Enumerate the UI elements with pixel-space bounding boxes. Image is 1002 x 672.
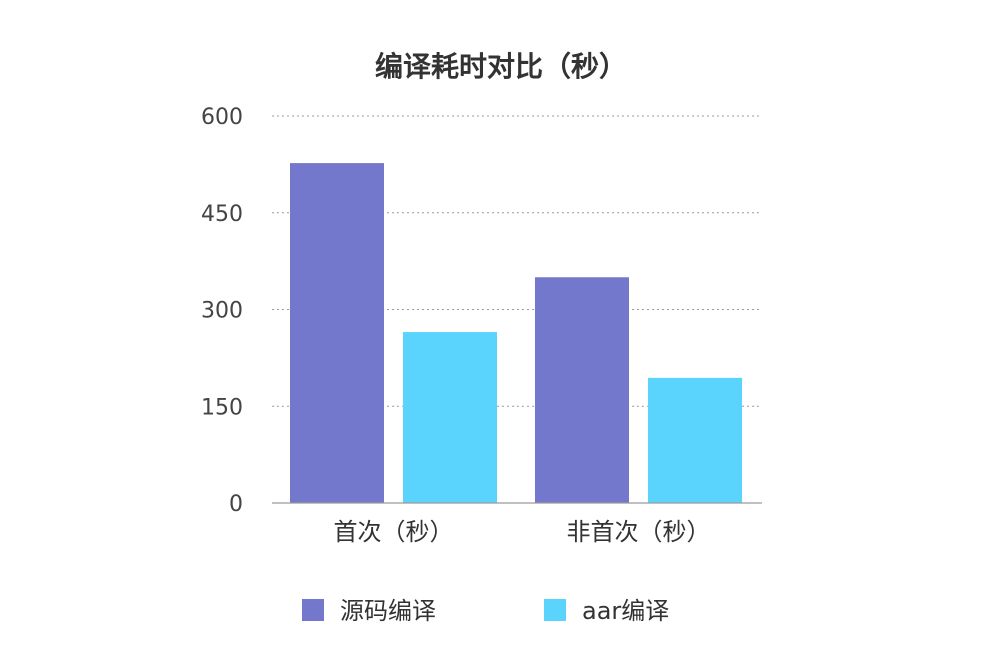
y-tick-label: 300: [201, 299, 243, 324]
legend[interactable]: 源码编译 aar编译: [302, 597, 669, 625]
bars: [290, 163, 742, 503]
bar-series-1-category-1: [290, 163, 384, 503]
chart-title: 编译耗时对比（秒）: [375, 50, 627, 83]
x-tick-label: 非首次（秒）: [567, 518, 711, 546]
y-tick-label: 150: [201, 395, 243, 420]
legend-swatch: [544, 599, 566, 621]
bar-series-1-category-2: [535, 277, 629, 503]
bar-series-2-category-1: [403, 332, 497, 503]
legend-item[interactable]: aar编译: [544, 597, 669, 625]
y-tick-label: 600: [201, 105, 243, 130]
bar-series-2-category-2: [648, 377, 742, 503]
y-tick-label: 0: [229, 492, 243, 517]
y-tick-label: 450: [201, 202, 243, 227]
y-axis: 0 150 300 450 600: [201, 105, 243, 517]
x-axis: 首次（秒） 非首次（秒）: [272, 502, 762, 546]
x-tick-label: 首次（秒）: [334, 518, 454, 546]
legend-label: 源码编译: [340, 597, 436, 625]
legend-item[interactable]: 源码编译: [302, 597, 436, 625]
legend-label: aar编译: [582, 597, 669, 625]
legend-swatch: [302, 599, 324, 621]
